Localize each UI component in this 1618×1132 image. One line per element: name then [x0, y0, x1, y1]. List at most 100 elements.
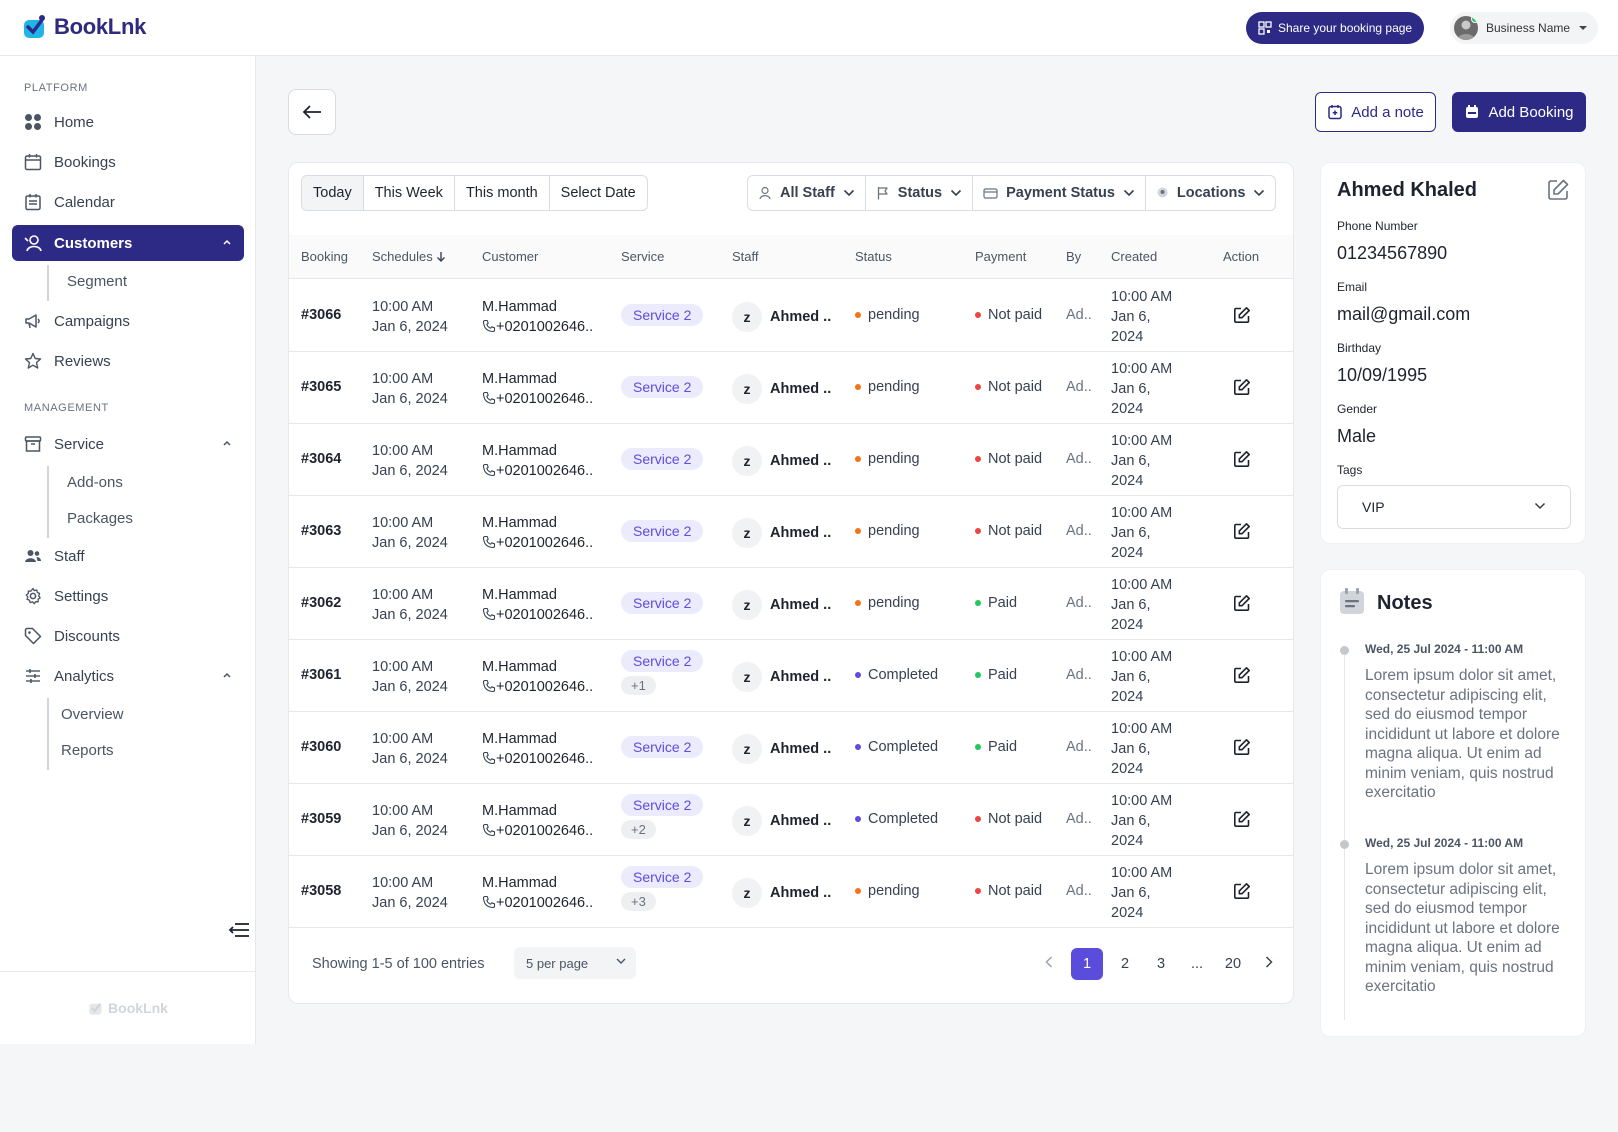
collapse-sidebar-icon[interactable] [228, 922, 250, 938]
page-button-current[interactable]: 1 [1071, 948, 1103, 980]
edit-profile-icon[interactable] [1546, 178, 1570, 207]
sidebar-item-packages[interactable]: Packages [67, 510, 133, 527]
customer-profile-card: Ahmed Khaled Phone Number 01234567890 Em… [1320, 162, 1586, 544]
created-by: Ad.. [1066, 451, 1092, 467]
booking-id[interactable]: #3058 [301, 883, 342, 899]
column-header-payment[interactable]: Payment [975, 249, 1027, 264]
business-account-menu[interactable]: Business Name [1450, 12, 1599, 44]
table-row[interactable]: #3060 10:00 AM Jan 6, 2024 M.Hammad +0201002… [289, 712, 1293, 784]
more-services-badge[interactable]: +2 [621, 820, 656, 839]
payment-dot [975, 456, 981, 462]
booking-id[interactable]: #3066 [301, 307, 342, 323]
booking-id[interactable]: #3062 [301, 595, 342, 611]
sidebar-item-settings[interactable]: Settings [12, 578, 244, 614]
sidebar-item-overview[interactable]: Overview [61, 706, 124, 723]
sidebar-item-bookings[interactable]: Bookings [12, 144, 244, 180]
service-cell: Service 2 [621, 448, 704, 470]
sidebar-item-analytics[interactable]: Analytics [12, 658, 244, 694]
edit-booking-icon[interactable] [1233, 594, 1251, 616]
sidebar-item-customers[interactable]: Customers [12, 225, 244, 261]
table-row[interactable]: #3059 10:00 AM Jan 6, 2024 M.Hammad +0201002… [289, 784, 1293, 856]
schedule-cell: 10:00 AM Jan 6, 2024 [372, 657, 448, 697]
share-booking-page-button[interactable]: Share your booking page [1246, 12, 1425, 44]
created-time: 10:00 AM [1111, 793, 1173, 809]
note-date: Wed, 25 Jul 2024 - 11:00 AM [1365, 642, 1524, 656]
edit-booking-icon[interactable] [1233, 738, 1251, 760]
back-button[interactable] [288, 89, 336, 135]
booking-id[interactable]: #3061 [301, 667, 342, 683]
tags-select[interactable]: VIP [1337, 485, 1571, 529]
staff-filter-dropdown[interactable]: All Staff [748, 176, 866, 210]
date-filter-this-month[interactable]: This month [455, 176, 550, 210]
sidebar-item-reports[interactable]: Reports [61, 742, 114, 759]
table-row[interactable]: #3065 10:00 AM Jan 6, 2024 M.Hammad +0201002… [289, 352, 1293, 424]
sidebar-item-calendar[interactable]: Calendar [12, 184, 244, 220]
schedule-date: Jan 6, 2024 [372, 823, 448, 839]
booking-id[interactable]: #3059 [301, 811, 342, 827]
sidebar-item-staff[interactable]: Staff [12, 538, 244, 574]
edit-booking-icon[interactable] [1233, 882, 1251, 904]
locations-filter-label: Locations [1176, 185, 1246, 201]
column-header-staff[interactable]: Staff [732, 249, 759, 264]
locations-filter-dropdown[interactable]: Locations [1146, 176, 1275, 210]
column-header-schedules[interactable]: Schedules [372, 249, 446, 264]
sidebar-item-segment[interactable]: Segment [67, 273, 128, 290]
add-note-button[interactable]: Add a note [1315, 92, 1436, 132]
sidebar-item-service[interactable]: Service [12, 426, 244, 462]
more-services-badge[interactable]: +3 [621, 892, 656, 911]
more-services-badge[interactable]: +1 [621, 676, 656, 695]
created-date: Jan 6, [1111, 813, 1151, 829]
table-row[interactable]: #3058 10:00 AM Jan 6, 2024 M.Hammad +0201002… [289, 856, 1293, 928]
add-booking-button[interactable]: Add Booking [1452, 92, 1586, 132]
table-row[interactable]: #3062 10:00 AM Jan 6, 2024 M.Hammad +0201002… [289, 568, 1293, 640]
column-header-created[interactable]: Created [1111, 249, 1158, 264]
date-filter-today[interactable]: Today [302, 176, 364, 210]
created-by: Ad.. [1066, 595, 1092, 611]
table-row[interactable]: #3063 10:00 AM Jan 6, 2024 M.Hammad +0201002… [289, 496, 1293, 568]
sidebar-item-add-ons[interactable]: Add-ons [67, 474, 123, 491]
edit-booking-icon[interactable] [1233, 306, 1251, 328]
table-row[interactable]: #3061 10:00 AM Jan 6, 2024 M.Hammad +0201002… [289, 640, 1293, 712]
column-header-by[interactable]: By [1066, 249, 1082, 264]
payment-status-filter-dropdown[interactable]: Payment Status [973, 176, 1146, 210]
edit-booking-icon[interactable] [1233, 810, 1251, 832]
payment-cell: Not paid [975, 451, 1042, 467]
edit-booking-icon[interactable] [1233, 450, 1251, 472]
date-filter-this-week[interactable]: This Week [364, 176, 455, 210]
sidebar-item-campaigns[interactable]: Campaigns [12, 303, 244, 339]
service-badge: Service 2 [621, 592, 704, 614]
date-filter-select-date[interactable]: Select Date [560, 185, 636, 201]
prev-page-button[interactable] [1031, 956, 1067, 972]
edit-booking-icon[interactable] [1233, 378, 1251, 400]
app-logo[interactable]: BookLnk [22, 14, 146, 40]
sidebar-item-home[interactable]: Home [12, 104, 244, 140]
phone-icon [482, 823, 496, 837]
booking-id[interactable]: #3063 [301, 523, 342, 539]
schedule-date: Jan 6, 2024 [372, 463, 448, 479]
column-header-customer[interactable]: Customer [482, 249, 539, 264]
page-button[interactable]: 3 [1156, 956, 1166, 972]
edit-booking-icon[interactable] [1233, 666, 1251, 688]
booking-id[interactable]: #3060 [301, 739, 342, 755]
column-header-status[interactable]: Status [855, 249, 892, 264]
customer-name: M.Hammad [482, 587, 557, 603]
sidebar-item-reviews[interactable]: Reviews [12, 343, 244, 379]
sidebar-item-label: Bookings [54, 153, 116, 171]
sidebar-item-discounts[interactable]: Discounts [12, 618, 244, 654]
table-row[interactable]: #3066 10:00 AM Jan 6, 2024 M.Hammad +0201002… [289, 280, 1293, 352]
per-page-select[interactable]: 5 per page [514, 947, 636, 979]
phone-icon [482, 895, 496, 909]
page-button[interactable]: 2 [1120, 956, 1130, 972]
booking-id[interactable]: #3065 [301, 379, 342, 395]
staff-avatar: z [732, 806, 762, 836]
column-header-booking[interactable]: Booking [301, 249, 348, 264]
column-header-service[interactable]: Service [621, 249, 665, 264]
booking-id[interactable]: #3064 [301, 451, 342, 467]
status-cell: Completed [855, 811, 938, 827]
page-button[interactable]: 20 [1224, 956, 1242, 972]
edit-booking-icon[interactable] [1233, 522, 1251, 544]
next-page-button[interactable] [1251, 956, 1287, 972]
table-row[interactable]: #3064 10:00 AM Jan 6, 2024 M.Hammad +0201002… [289, 424, 1293, 496]
status-filter-dropdown[interactable]: Status [866, 176, 974, 210]
notes-icon [1339, 587, 1365, 620]
